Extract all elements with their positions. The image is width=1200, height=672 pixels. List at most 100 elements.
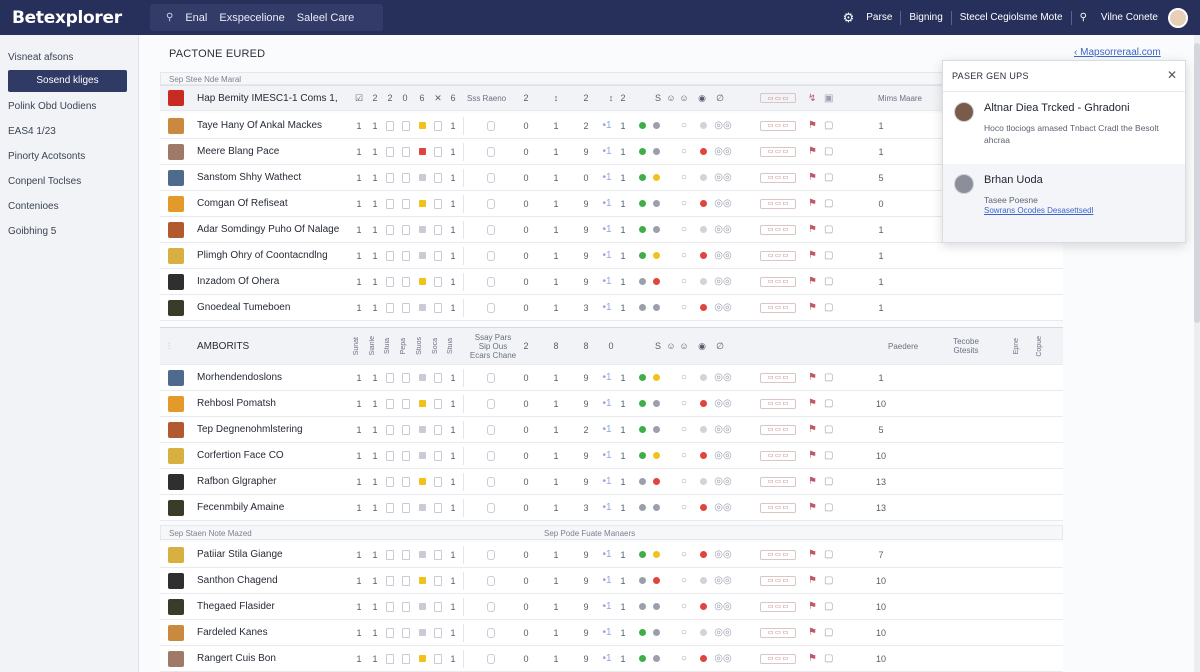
stats-icon[interactable]: ▣ (824, 92, 834, 104)
scrollbar-thumb[interactable] (1194, 43, 1200, 323)
note-icon[interactable]: ▢ (824, 172, 834, 183)
note-icon[interactable]: ▢ (824, 575, 834, 586)
sidebar-item-conpenl[interactable]: Conpenl Toclses (8, 176, 82, 187)
odds-pill[interactable]: ▭ ▭ ▭ (760, 93, 796, 103)
table-row[interactable]: Rehbosl Pomatsh 1 1 1 0 1 9 •1 1 ○ ◎◎ ▭ … (160, 391, 1063, 417)
event-name[interactable]: Corfertion Face CO (197, 450, 284, 461)
event-name[interactable]: Tep Degnenohmlstering (197, 424, 303, 435)
odds-pill[interactable]: ▭ ▭ ▭ (760, 224, 796, 235)
table-row[interactable]: Morhendendoslons 1 1 1 0 1 9 •1 1 ○ ◎◎ ▭… (160, 365, 1063, 391)
note-icon[interactable]: ▢ (824, 601, 834, 612)
odds-pill[interactable]: ▭ ▭ ▭ (760, 502, 796, 513)
event-name[interactable]: Comgan Of Refiseat (197, 198, 288, 209)
toggle-icon[interactable]: ◎◎ (714, 198, 732, 209)
event-name[interactable]: Adar Somdingy Puho Of Nalage (197, 224, 340, 235)
table-row[interactable]: Sanstom Shhy Wathect 1 1 1 0 1 0 •1 1 ○ … (160, 165, 1063, 191)
chart-icon[interactable]: ↯ (808, 92, 817, 104)
toggle-icon[interactable]: ◎◎ (714, 549, 732, 560)
popup-entry[interactable]: Brhan Uoda Tasee Poesne Sowrans Ocodes D… (943, 164, 1185, 242)
table-row[interactable]: Rafbon Glgrapher 1 1 1 0 1 9 •1 1 ○ ◎◎ ▭… (160, 469, 1063, 495)
top-search-item-3[interactable]: Saleel Care (296, 11, 355, 24)
table-row[interactable]: Fardeled Kanes 1 1 1 0 1 9 •1 1 ○ ◎◎ ▭ ▭… (160, 620, 1063, 646)
table-row[interactable]: Meere Blang Pace 1 1 1 0 1 9 •1 1 ○ ◎◎ ▭… (160, 139, 1063, 165)
odds-pill[interactable]: ▭ ▭ ▭ (760, 120, 796, 131)
toggle-icon[interactable]: ◎◎ (714, 424, 732, 435)
note-icon[interactable]: ▢ (824, 398, 834, 409)
table-row[interactable]: Santhon Chagend 1 1 1 0 1 9 •1 1 ○ ◎◎ ▭ … (160, 568, 1063, 594)
event-name[interactable]: Sanstom Shhy Wathect (197, 172, 302, 183)
flag-icon[interactable]: ⚑ (808, 549, 817, 560)
toggle-icon[interactable]: ◎◎ (714, 172, 732, 183)
scrollbar-track[interactable] (1194, 35, 1200, 672)
toggle-icon[interactable]: ◎◎ (714, 601, 732, 612)
top-link[interactable]: ‹ Mapsorreraal.com (1074, 47, 1161, 58)
flag-icon[interactable]: ⚑ (808, 198, 817, 209)
table-row[interactable]: Adar Somdingy Puho Of Nalage 1 1 1 0 1 9… (160, 217, 1063, 243)
toggle-icon[interactable]: ◎◎ (714, 627, 732, 638)
note-icon[interactable]: ▢ (824, 120, 834, 131)
event-name[interactable]: Patiiar Stila Giange (197, 549, 283, 560)
event-name[interactable]: Fecenmbily Amaine (197, 502, 285, 513)
odds-pill[interactable]: ▭ ▭ ▭ (760, 476, 796, 487)
odds-pill[interactable]: ▭ ▭ ▭ (760, 302, 796, 313)
odds-pill[interactable]: ▭ ▭ ▭ (760, 424, 796, 435)
odds-pill[interactable]: ▭ ▭ ▭ (760, 549, 796, 560)
flag-icon[interactable]: ⚑ (808, 601, 817, 612)
toggle-icon[interactable]: ◎◎ (714, 575, 732, 586)
flag-icon[interactable]: ⚑ (808, 302, 817, 313)
table-row[interactable]: Thegaed Flasider 1 1 1 0 1 9 •1 1 ○ ◎◎ ▭… (160, 594, 1063, 620)
note-icon[interactable]: ▢ (824, 476, 834, 487)
flag-icon[interactable]: ⚑ (808, 450, 817, 461)
popup-entry[interactable]: Altnar Diea Trcked - Ghradoni Hoco tloci… (943, 92, 1185, 164)
table-row[interactable]: Plimgh Ohry of Coontacndlng 1 1 1 0 1 9 … (160, 243, 1063, 269)
toggle-icon[interactable]: ◎◎ (714, 398, 732, 409)
top-menu-parse[interactable]: Parse (866, 12, 893, 23)
sidebar-item-visneat[interactable]: Visneat afsons (8, 52, 74, 63)
sidebar-item-goibhing[interactable]: Goibhing 5 (8, 226, 57, 237)
toggle-icon[interactable]: ◎◎ (714, 146, 732, 157)
flag-icon[interactable]: ⚑ (808, 146, 817, 157)
toggle-icon[interactable]: ◎◎ (714, 476, 732, 487)
event-name[interactable]: Inzadom Of Ohera (197, 276, 280, 287)
odds-pill[interactable]: ▭ ▭ ▭ (760, 601, 796, 612)
note-icon[interactable]: ▢ (824, 372, 834, 383)
flag-icon[interactable]: ⚑ (808, 172, 817, 183)
table-row[interactable]: Taye Hany Of Ankal Mackes 1 1 1 0 1 2 •1… (160, 113, 1063, 139)
event-name[interactable]: Fardeled Kanes (197, 627, 268, 638)
odds-pill[interactable]: ▭ ▭ ▭ (760, 276, 796, 287)
note-icon[interactable]: ▢ (824, 502, 834, 513)
flag-icon[interactable]: ⚑ (808, 120, 817, 131)
event-name[interactable]: Santhon Chagend (197, 575, 278, 586)
flag-icon[interactable]: ⚑ (808, 250, 817, 261)
top-search-item-1[interactable]: Enal (185, 11, 208, 24)
sidebar-item-polink[interactable]: Polink Obd Uodiens (8, 101, 97, 112)
close-icon[interactable]: ✕ (1166, 68, 1177, 82)
odds-pill[interactable]: ▭ ▭ ▭ (760, 653, 796, 664)
flag-icon[interactable]: ⚑ (808, 575, 817, 586)
flag-icon[interactable]: ⚑ (808, 627, 817, 638)
note-icon[interactable]: ▢ (824, 627, 834, 638)
note-icon[interactable]: ▢ (824, 276, 834, 287)
section-title[interactable]: AMBORITS (197, 340, 250, 352)
toggle-icon[interactable]: ◎◎ (714, 450, 732, 461)
table-row[interactable]: Gnoedeal Tumeboen 1 1 1 0 1 3 •1 1 ○ ◎◎ … (160, 295, 1063, 321)
flag-icon[interactable]: ⚑ (808, 398, 817, 409)
note-icon[interactable]: ▢ (824, 224, 834, 235)
user-avatar[interactable] (1168, 7, 1188, 28)
note-icon[interactable]: ▢ (824, 549, 834, 560)
note-icon[interactable]: ▢ (824, 424, 834, 435)
sidebar-item-contenioes[interactable]: Contenioes (8, 201, 59, 212)
flag-icon[interactable]: ⚑ (808, 476, 817, 487)
toggle-icon[interactable]: ◎◎ (714, 653, 732, 664)
flag-icon[interactable]: ⚑ (808, 372, 817, 383)
odds-pill[interactable]: ▭ ▭ ▭ (760, 172, 796, 183)
sidebar-item-sosend-active[interactable]: Sosend kliges (8, 70, 127, 92)
note-icon[interactable]: ▢ (824, 146, 834, 157)
note-icon[interactable]: ▢ (824, 198, 834, 209)
flag-icon[interactable]: ⚑ (808, 224, 817, 235)
event-name[interactable]: Thegaed Flasider (197, 601, 275, 612)
event-name[interactable]: Plimgh Ohry of Coontacndlng (197, 250, 328, 261)
odds-pill[interactable]: ▭ ▭ ▭ (760, 398, 796, 409)
location-pin-icon[interactable]: ⚲ (1079, 12, 1087, 23)
table-row[interactable]: Fecenmbily Amaine 1 1 1 0 1 3 •1 1 ○ ◎◎ … (160, 495, 1063, 521)
